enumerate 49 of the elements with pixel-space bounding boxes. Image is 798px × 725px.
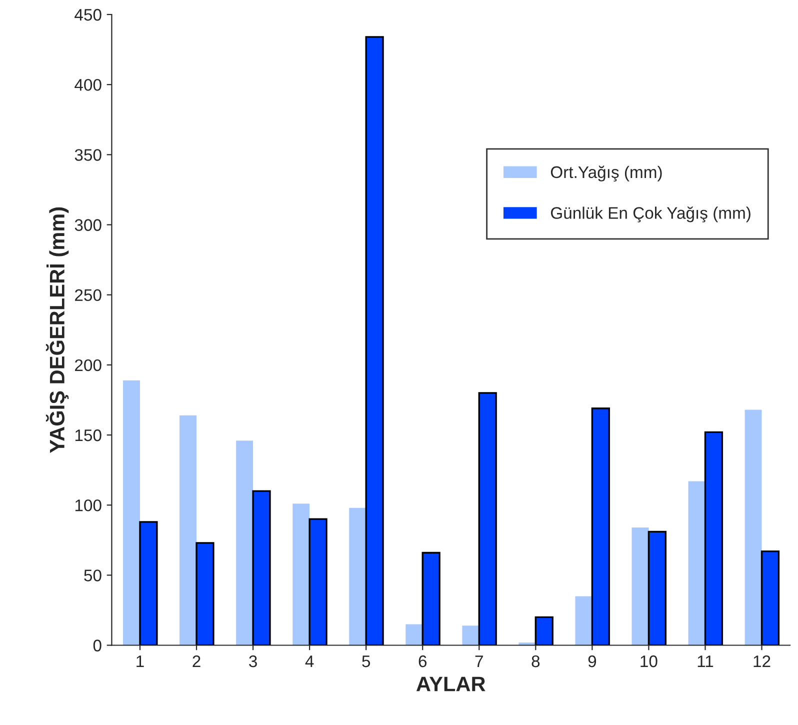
- y-tick-label: 150: [75, 429, 102, 442]
- x-tick-label: 4: [305, 656, 314, 668]
- x-tick-label: 9: [588, 655, 596, 668]
- y-tick-label: 200: [75, 359, 102, 372]
- bar: [349, 508, 366, 646]
- x-axis-title: AYLAR: [416, 676, 486, 692]
- bar: [760, 550, 780, 646]
- legend-label: Ort.Yağış (mm): [550, 166, 662, 182]
- bar: [252, 490, 271, 646]
- y-tick-label: 450: [74, 8, 102, 21]
- y-tick-label: 50: [84, 570, 102, 582]
- bar: [308, 518, 328, 646]
- x-tick-label: 6: [418, 655, 427, 668]
- bar: [139, 521, 158, 646]
- bar: [365, 36, 384, 646]
- x-tick-label: 7: [475, 656, 483, 668]
- y-tick-label: 0: [93, 640, 102, 652]
- bar: [632, 528, 649, 646]
- y-tick-label: 400: [74, 78, 102, 91]
- x-tick-label: 2: [192, 655, 200, 668]
- bar: [422, 552, 440, 646]
- x-tick-label: 5: [362, 656, 370, 668]
- y-tick-label: 350: [74, 149, 102, 161]
- y-axis-title: YAĞIŞ DEĞERLERİ (mm): [46, 207, 69, 454]
- bar: [704, 431, 724, 646]
- bar: [575, 596, 592, 646]
- bar: [688, 481, 706, 646]
- y-tick-label: 100: [75, 499, 102, 512]
- bar: [123, 380, 140, 646]
- x-tick-label: 10: [640, 655, 658, 668]
- bar: [462, 626, 480, 646]
- bar: [406, 624, 423, 646]
- y-tick-label: 300: [74, 219, 102, 231]
- x-tick-label: 11: [698, 656, 714, 668]
- bar: [292, 504, 310, 646]
- bar: [534, 616, 554, 646]
- bar: [236, 440, 254, 646]
- bar: [744, 410, 762, 646]
- y-tick-label: 250: [75, 289, 102, 302]
- x-tick-label: 3: [249, 655, 257, 668]
- bar: [196, 542, 214, 646]
- bar: [648, 530, 666, 646]
- legend-label: Günlük En Çok Yağış (mm): [550, 206, 750, 222]
- x-tick-label: 12: [754, 655, 770, 668]
- bar: [478, 392, 497, 646]
- bar: [591, 408, 610, 646]
- x-tick-label: 8: [532, 655, 540, 668]
- x-tick-label: 1: [136, 656, 144, 668]
- bar: [180, 415, 197, 646]
